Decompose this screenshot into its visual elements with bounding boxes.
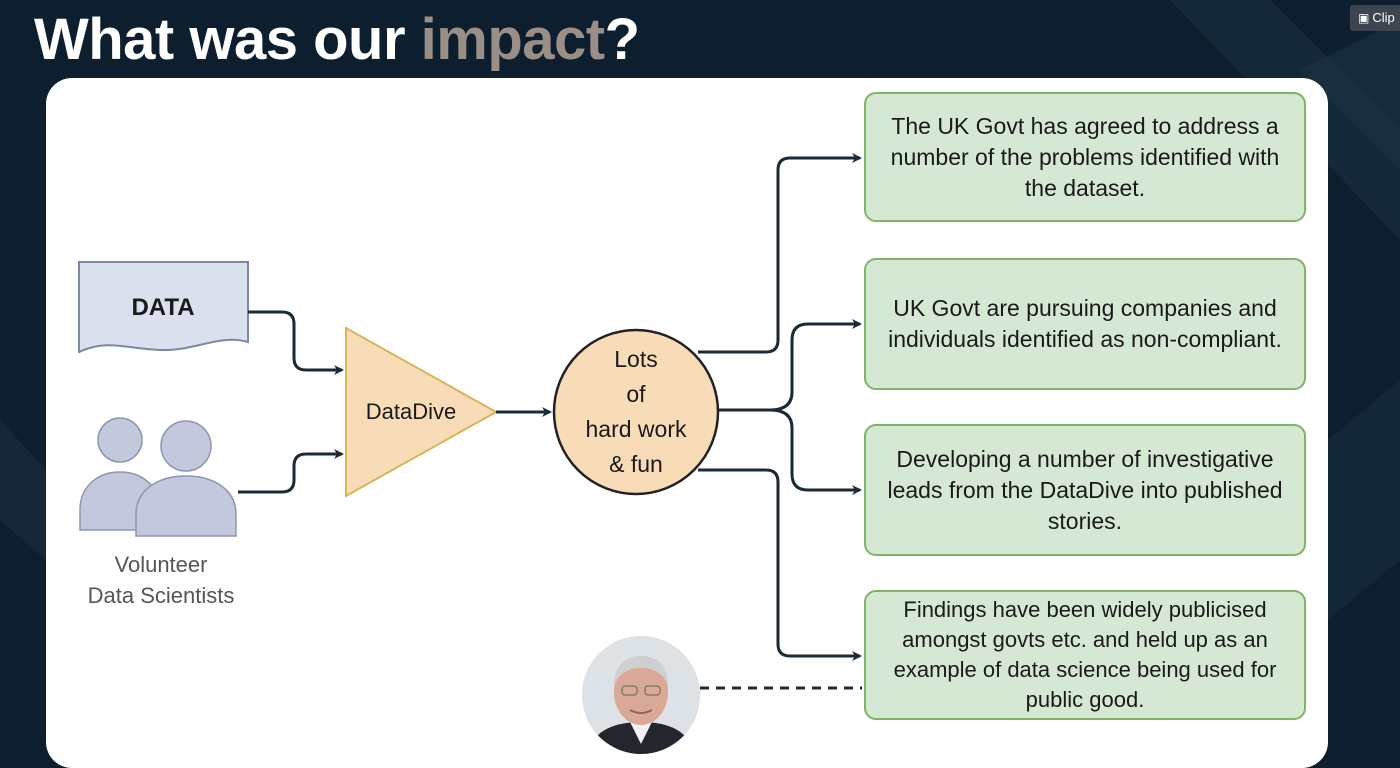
title-main: What was our [34, 7, 421, 72]
datadive-label: DataDive [365, 399, 457, 424]
outcome-box-2: UK Govt are pursuing companies and indiv… [864, 258, 1306, 390]
title-accent-word: impact [420, 7, 605, 72]
datadive-triangle [345, 326, 499, 498]
presenter-avatar [582, 636, 700, 754]
arrow-volunteers-to-datadive [238, 449, 344, 494]
hard-work-label: Lots of hard work & fun [585, 346, 687, 477]
outcome-box-4: Findings have been widely publicised amo… [864, 590, 1306, 720]
hard-work-circle [552, 328, 720, 496]
title-question-mark: ? [604, 7, 640, 72]
arrow-data-to-datadive [248, 310, 344, 375]
arrow-to-outcome-4 [698, 468, 862, 661]
slide-title: What was our impact? [34, 4, 640, 76]
volunteer-label: Volunteer Data Scientists [87, 552, 235, 608]
clip-icon: ▣ [1358, 11, 1370, 25]
arrow-to-outcome-3 [718, 408, 862, 495]
volunteers-icon [79, 417, 237, 537]
clip-label: Clip [1372, 10, 1395, 25]
outcome-box-3: Developing a number of investigative lea… [864, 424, 1306, 556]
outcome-box-1: The UK Govt has agreed to address a numb… [864, 92, 1306, 222]
clip-button[interactable]: ▣ Clip [1350, 5, 1400, 31]
presenter-icon [582, 636, 700, 754]
arrow-to-outcome-2 [718, 319, 862, 412]
impact-diagram [78, 153, 862, 690]
data-document-shape [78, 261, 249, 354]
data-label: DATA [131, 294, 195, 321]
arrow-to-outcome-1 [698, 153, 862, 354]
